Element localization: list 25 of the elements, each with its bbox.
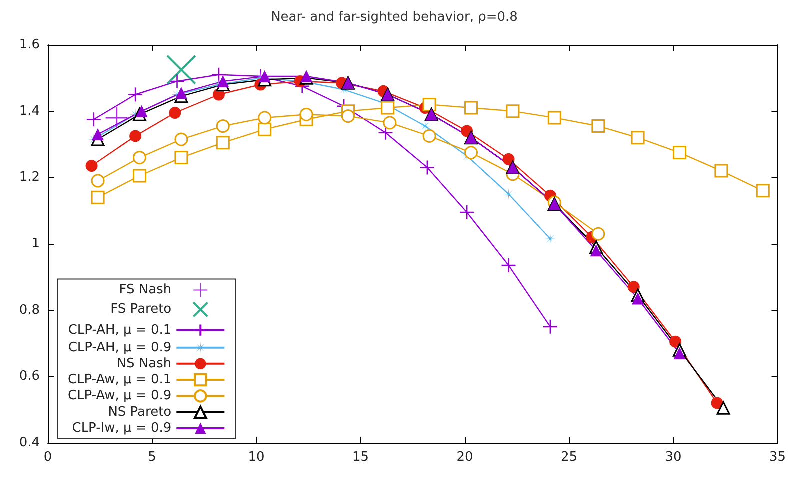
x-tick-label: 35 bbox=[769, 450, 786, 465]
x-tick-label: 5 bbox=[148, 450, 156, 465]
x-tick-label: 30 bbox=[665, 450, 682, 465]
legend-label: CLP-Aw, μ = 0.9 bbox=[68, 388, 172, 404]
legend-label: CLP-AH, μ = 0.1 bbox=[68, 322, 172, 338]
legend-label: CLP-Aw, μ = 0.1 bbox=[68, 372, 172, 388]
y-tick-label: 1.2 bbox=[19, 170, 40, 186]
y-tick-label: 1.4 bbox=[19, 104, 40, 119]
x-tick-label: 0 bbox=[44, 450, 52, 465]
legend-label: CLP-Iw, μ = 0.9 bbox=[72, 421, 172, 436]
y-tick-label: 0.6 bbox=[19, 369, 40, 384]
legend-label: NS Nash bbox=[116, 356, 172, 372]
legend-label: FS Pareto bbox=[110, 302, 172, 318]
x-tick-label: 25 bbox=[560, 450, 578, 465]
legend-label: NS Pareto bbox=[108, 404, 172, 420]
y-tick-label: 0.4 bbox=[19, 436, 40, 450]
x-tick-label: 15 bbox=[352, 450, 370, 465]
chart-title: Near- and far-sighted behavior, ρ=0.8 bbox=[271, 10, 518, 25]
x-tick-label: 10 bbox=[248, 450, 265, 465]
y-tick-label: 0.8 bbox=[19, 302, 40, 318]
y-tick-label: 1.6 bbox=[19, 38, 40, 52]
y-tick-label: 1 bbox=[32, 236, 40, 252]
legend-label: FS Nash bbox=[119, 282, 172, 298]
legend-label: CLP-AH, μ = 0.9 bbox=[68, 340, 172, 356]
x-tick-label: 20 bbox=[456, 450, 474, 465]
